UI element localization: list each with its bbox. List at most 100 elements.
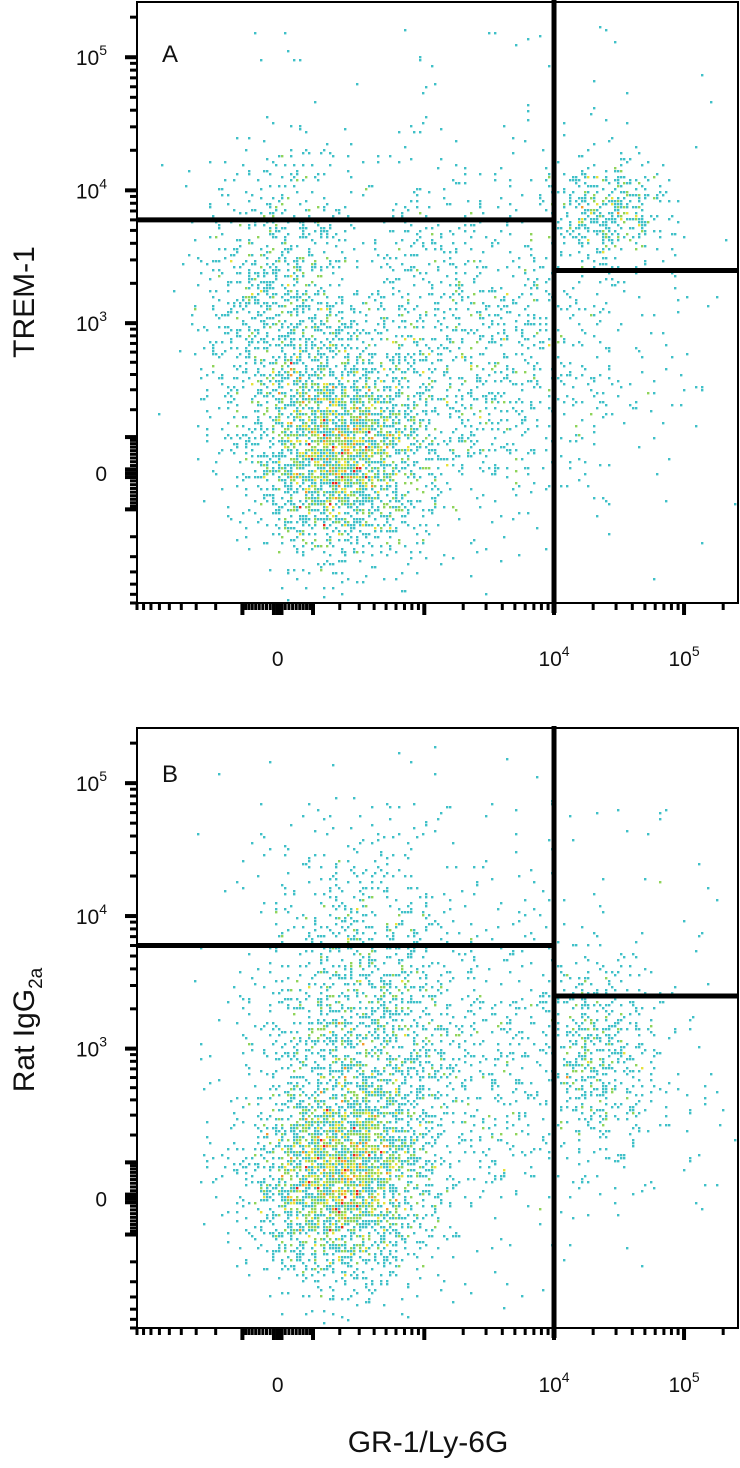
event-dot: [263, 320, 266, 323]
event-dot: [386, 386, 389, 389]
event-dot: [245, 488, 248, 491]
event-dot: [590, 413, 593, 416]
event-dot: [320, 455, 323, 458]
event-dot: [326, 410, 329, 413]
event-dot: [311, 191, 314, 194]
event-dot: [419, 296, 422, 299]
event-dot: [485, 455, 488, 458]
event-dot: [458, 455, 461, 458]
event-dot: [293, 479, 296, 482]
event-dot: [311, 422, 314, 425]
event-dot: [422, 278, 425, 281]
event-dot: [563, 383, 566, 386]
event-dot: [311, 494, 314, 497]
event-dot: [533, 368, 536, 371]
event-dot: [557, 341, 560, 344]
event-dot: [485, 929, 488, 932]
event-dot: [533, 281, 536, 284]
event-dot: [578, 185, 581, 188]
event-dot: [215, 473, 218, 476]
event-dot: [212, 371, 215, 374]
event-dot: [410, 875, 413, 878]
event-dot: [335, 470, 338, 473]
event-dot: [653, 230, 656, 233]
event-dot: [614, 218, 617, 221]
event-dot: [251, 431, 254, 434]
event-dot: [356, 392, 359, 395]
event-dot: [461, 437, 464, 440]
event-dot: [287, 437, 290, 440]
event-dot: [425, 215, 428, 218]
event-dot: [572, 344, 575, 347]
event-dot: [488, 467, 491, 470]
event-dot: [335, 458, 338, 461]
event-dot: [626, 830, 629, 833]
event-dot: [347, 485, 350, 488]
event-dot: [599, 212, 602, 215]
event-dot: [641, 356, 644, 359]
event-dot: [350, 971, 353, 974]
event-dot: [515, 329, 518, 332]
event-dot: [362, 458, 365, 461]
y-tick-label: 104: [76, 175, 107, 203]
event-dot: [281, 467, 284, 470]
event-dot: [329, 896, 332, 899]
event-dot: [608, 350, 611, 353]
event-dot: [329, 473, 332, 476]
event-dot: [347, 539, 350, 542]
event-dot: [344, 518, 347, 521]
event-dot: [314, 458, 317, 461]
event-dot: [326, 455, 329, 458]
event-dot: [194, 239, 197, 242]
event-dot: [266, 305, 269, 308]
event-dot: [362, 329, 365, 332]
event-dot: [389, 368, 392, 371]
event-dot: [332, 479, 335, 482]
event-dot: [341, 446, 344, 449]
event-dot: [374, 950, 377, 953]
event-dot: [275, 236, 278, 239]
event-dot: [362, 581, 365, 584]
event-dot: [602, 215, 605, 218]
event-dot: [221, 341, 224, 344]
event-dot: [359, 959, 362, 962]
event-dot: [671, 356, 674, 359]
event-dot: [380, 869, 383, 872]
event-dot: [491, 473, 494, 476]
event-dot: [236, 389, 239, 392]
event-dot: [278, 458, 281, 461]
event-dot: [320, 431, 323, 434]
event-dot: [290, 515, 293, 518]
event-dot: [611, 284, 614, 287]
event-dot: [404, 434, 407, 437]
event-dot: [290, 464, 293, 467]
event-dot: [278, 200, 281, 203]
event-dot: [365, 425, 368, 428]
event-dot: [608, 236, 611, 239]
event-dot: [710, 101, 713, 104]
event-dot: [377, 491, 380, 494]
event-dot: [236, 881, 239, 884]
event-dot: [365, 440, 368, 443]
event-dot: [515, 371, 518, 374]
event-dot: [359, 560, 362, 563]
event-dot: [317, 392, 320, 395]
event-dot: [326, 257, 329, 260]
event-dot: [413, 395, 416, 398]
event-dot: [638, 182, 641, 185]
event-dot: [329, 458, 332, 461]
event-dot: [524, 419, 527, 422]
event-dot: [359, 458, 362, 461]
event-dot: [320, 392, 323, 395]
event-dot: [341, 470, 344, 473]
event-dot: [425, 116, 428, 119]
event-dot: [272, 425, 275, 428]
event-dot: [380, 512, 383, 515]
event-dot: [233, 302, 236, 305]
event-dot: [251, 461, 254, 464]
event-dot: [614, 200, 617, 203]
event-dot: [464, 407, 467, 410]
event-dot: [602, 221, 605, 224]
event-dot: [383, 962, 386, 965]
event-dot: [413, 431, 416, 434]
